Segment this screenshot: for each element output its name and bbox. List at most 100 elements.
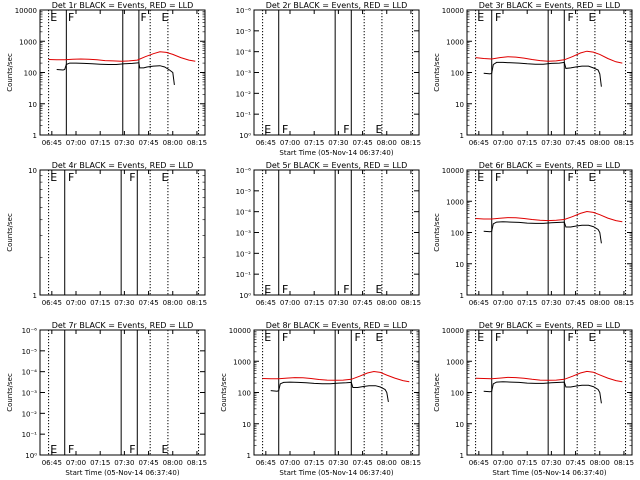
y-tick-label: 10000 (442, 167, 464, 175)
x-axis-label: Start Time (05-Nov-14 06:37:40) (492, 469, 606, 477)
y-tick-label: 10⁻⁶ (236, 7, 252, 15)
y-tick-label: 10000 (229, 327, 251, 335)
panel-det-2r: Det 2r BLACK = Events, RED = LLD Start Ti… (236, 1, 421, 157)
x-tick-label: 07:00 (66, 299, 86, 307)
y-tick-label: 10⁻³ (236, 230, 252, 238)
flag-label: E (161, 443, 168, 456)
flag-label: F (282, 283, 288, 296)
x-tick-label: 08:15 (187, 299, 207, 307)
y-tick-label: 1 (460, 452, 464, 460)
flag-label: F (68, 171, 74, 184)
y-tick-label: 1 (33, 132, 37, 140)
y-axis-label: Counts/sec (6, 213, 14, 252)
x-tick-label: 06:45 (469, 459, 489, 467)
y-tick-label: 100 (451, 230, 464, 238)
x-tick-label: 07:45 (138, 299, 158, 307)
y-tick-label: 10⁻⁴ (236, 209, 252, 217)
x-tick-label: 07:45 (565, 299, 585, 307)
y-tick-label: 10⁻³ (22, 390, 38, 398)
panel-det-6r: Det 6r BLACK = Events, RED = LLD Counts/s… (433, 161, 634, 307)
flag-label: E (50, 171, 57, 184)
flag-label: F (141, 11, 147, 24)
x-tick-label: 06:45 (469, 139, 489, 147)
y-tick-label: 10⁻⁴ (22, 369, 38, 377)
x-tick-label: 07:00 (66, 139, 86, 147)
x-tick-label: 07:30 (114, 139, 134, 147)
x-tick-label: 06:45 (256, 459, 276, 467)
lld-series-line (475, 50, 623, 64)
flag-label: E (588, 11, 595, 24)
plot-frame (39, 169, 206, 296)
x-tick-label: 07:30 (541, 139, 561, 147)
y-tick-label: 1000 (19, 38, 37, 46)
x-tick-label: 08:15 (187, 139, 207, 147)
x-tick-label: 08:00 (590, 459, 610, 467)
panel-title: Det 2r BLACK = Events, RED = LLD (266, 1, 408, 10)
x-tick-label: 07:15 (304, 139, 324, 147)
x-tick-label: 08:15 (187, 459, 207, 467)
x-tick-label: 07:00 (493, 459, 513, 467)
flag-label: E (50, 11, 57, 24)
y-tick-label: 1000 (446, 358, 464, 366)
panel-title: Det 8r BLACK = Events, RED = LLD (266, 321, 408, 330)
flag-label: F (129, 443, 135, 456)
y-tick-label: 10⁻⁵ (236, 28, 252, 36)
panel-det-7r: Det 7r BLACK = Events, RED = LLD Counts/s… (6, 321, 207, 477)
x-tick-label: 07:30 (328, 139, 348, 147)
x-tick-label: 08:00 (163, 139, 183, 147)
y-axis-label: Counts/sec (433, 213, 441, 252)
x-tick-label: 07:30 (114, 299, 134, 307)
y-tick-label: 10⁻¹ (22, 431, 38, 439)
flag-label: E (477, 11, 484, 24)
flag-label: E (50, 443, 57, 456)
x-tick-label: 08:00 (163, 459, 183, 467)
plot-frame (253, 9, 420, 136)
x-tick-label: 08:00 (377, 139, 397, 147)
panel-title: Det 1r BLACK = Events, RED = LLD (52, 1, 194, 10)
panel-title: Det 6r BLACK = Events, RED = LLD (479, 161, 621, 170)
x-tick-label: 07:30 (541, 299, 561, 307)
y-tick-label: 100 (451, 390, 464, 398)
panel-title: Det 4r BLACK = Events, RED = LLD (52, 161, 194, 170)
flag-label: E (264, 123, 271, 136)
y-tick-label: 10⁻¹ (236, 271, 252, 279)
panel-det-4r: Det 4r BLACK = Events, RED = LLD Counts/s… (6, 161, 207, 307)
y-tick-label: 10 (28, 167, 37, 175)
flag-label: F (568, 331, 574, 344)
x-tick-label: 08:00 (377, 459, 397, 467)
flag-label: E (588, 171, 595, 184)
y-tick-label: 10 (455, 101, 464, 109)
x-tick-label: 07:30 (328, 299, 348, 307)
x-tick-label: 07:30 (114, 459, 134, 467)
panel-det-5r: Det 5r BLACK = Events, RED = LLD 06:45 07:… (236, 161, 421, 307)
flag-label: F (355, 331, 361, 344)
x-tick-label: 07:45 (138, 139, 158, 147)
y-tick-label: 10⁻² (22, 410, 38, 418)
x-tick-label: 07:15 (304, 299, 324, 307)
plot-frame (253, 329, 420, 456)
x-tick-label: 07:45 (565, 459, 585, 467)
flag-label: E (375, 283, 382, 296)
y-tick-label: 1 (460, 292, 464, 300)
y-axis-label: Counts/sec (6, 53, 14, 92)
panel-title: Det 7r BLACK = Events, RED = LLD (52, 321, 194, 330)
plot-frame (253, 169, 420, 296)
x-tick-label: 07:45 (352, 299, 372, 307)
y-tick-label: 1000 (446, 38, 464, 46)
y-tick-label: 10⁻² (236, 250, 252, 258)
events-series-line (270, 381, 389, 402)
x-tick-label: 08:15 (401, 139, 421, 147)
y-tick-label: 10000 (15, 7, 37, 15)
y-tick-label: 10000 (442, 7, 464, 15)
y-tick-label: 10⁻⁵ (22, 348, 38, 356)
x-tick-label: 08:15 (401, 459, 421, 467)
x-tick-label: 08:15 (401, 299, 421, 307)
y-tick-label: 10 (242, 421, 251, 429)
y-tick-label: 1000 (446, 198, 464, 206)
x-axis-label: Start Time (05-Nov-14 06:37:40) (279, 469, 393, 477)
flag-label: F (68, 11, 74, 24)
plot-frame (466, 169, 633, 296)
panel-title: Det 9r BLACK = Events, RED = LLD (479, 321, 621, 330)
panel-det-3r: Det 3r BLACK = Events, RED = LLD Counts/s… (433, 1, 634, 147)
events-series-line (483, 381, 602, 404)
